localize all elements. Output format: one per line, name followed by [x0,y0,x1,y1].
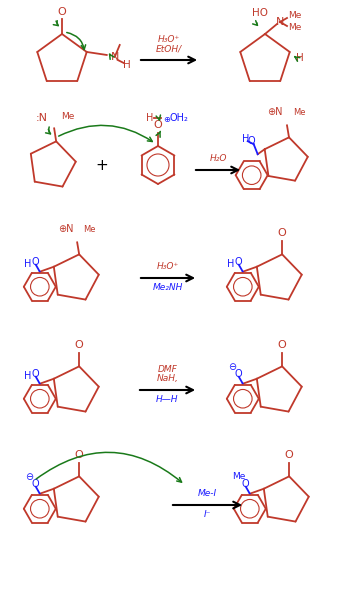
Text: H—H: H—H [156,395,179,404]
Text: Me: Me [293,108,306,117]
Text: HO: HO [252,8,268,18]
Text: O: O [32,369,40,379]
Text: O: O [235,369,242,379]
Text: H: H [24,259,32,269]
Text: O: O [242,479,250,489]
Text: O: O [278,340,286,350]
Text: ⊕N: ⊕N [268,108,283,117]
Text: H: H [123,60,131,70]
Text: EtOH/: EtOH/ [156,44,182,53]
Text: O: O [32,479,40,489]
Text: Me: Me [288,11,301,20]
Text: ⊖: ⊖ [25,472,33,482]
Text: H₃O⁺: H₃O⁺ [158,35,180,44]
Text: I⁻: I⁻ [204,510,211,519]
Text: OH₂: OH₂ [169,113,188,123]
Text: H₂O: H₂O [209,154,227,163]
Text: :N: :N [36,114,48,123]
Text: O: O [75,340,83,350]
Text: Me₂NH: Me₂NH [153,283,183,292]
Text: O: O [285,450,294,460]
Text: N: N [276,17,284,27]
Text: Me: Me [288,23,301,32]
Text: H: H [296,53,303,63]
Text: H: H [146,113,154,123]
Text: O: O [248,136,256,146]
Text: +: + [95,157,109,172]
Text: ⊖: ⊖ [228,362,236,372]
Text: Me: Me [83,225,96,234]
Text: O: O [58,7,66,17]
Text: O: O [75,450,83,460]
Text: DMF: DMF [158,365,178,374]
Text: NaH,: NaH, [156,374,179,383]
Text: H: H [227,259,234,269]
Text: O: O [154,120,162,130]
Text: ⊕N: ⊕N [58,224,73,234]
Text: Me: Me [232,472,245,481]
Text: N: N [111,52,119,62]
Text: Me: Me [61,112,74,121]
Text: O: O [235,257,242,267]
Text: H: H [242,134,249,144]
Text: H₃O⁺: H₃O⁺ [157,262,179,271]
Text: ⊕: ⊕ [163,115,170,124]
Text: O: O [32,257,40,267]
Text: Me-I: Me-I [198,489,217,498]
Text: O: O [278,228,286,239]
Text: H: H [24,371,32,381]
